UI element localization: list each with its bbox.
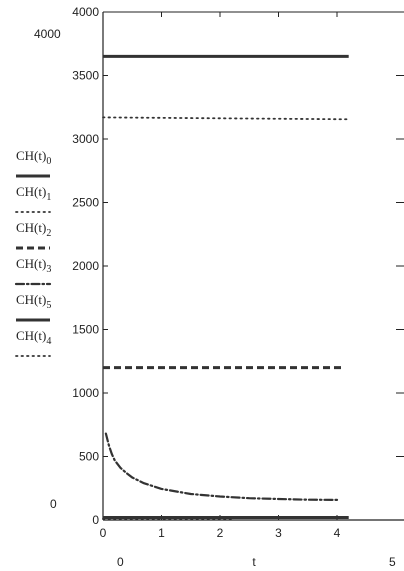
y-tick-label: 2500 [72, 196, 99, 210]
legend: CH(t)0 CH(t)1 CH(t)2 CH(t)3 CH(t)5 CH(t)4 [14, 148, 51, 357]
x-tick-label: 2 [217, 526, 224, 540]
y-tick-label: 1000 [72, 386, 99, 400]
y-tick-label: 4000 [72, 5, 99, 19]
x-tick-label: 1 [158, 526, 165, 540]
x-right-corner-label: 5 [389, 555, 396, 569]
series-layer [102, 54, 350, 520]
legend-label: CH(t)2 [16, 220, 51, 239]
axes: 0 500 1000 1500 2000 2500 3000 3500 4000 0 1 2 3 4 [72, 5, 404, 540]
legend-label: CH(t)5 [16, 292, 51, 311]
x-tick-label: 0 [100, 526, 107, 540]
legend-label: CH(t)4 [16, 328, 51, 347]
series-line-1 [102, 116, 350, 121]
legend-label: CH(t)0 [16, 148, 51, 167]
y-bottom-corner-label: 0 [50, 497, 57, 511]
y-top-corner-label: 4000 [34, 27, 61, 41]
x-axis-label: t [252, 555, 256, 569]
y-tick-label: 500 [79, 450, 99, 464]
x-tick-label: 4 [334, 526, 341, 540]
y-tick-label: 0 [92, 513, 99, 527]
x-left-corner-label: 0 [117, 555, 124, 569]
y-tick-label: 1500 [72, 323, 99, 337]
x-tick-label: 3 [275, 526, 282, 540]
y-tick-label: 3500 [72, 69, 99, 83]
y-tick-label: 3000 [72, 132, 99, 146]
legend-label: CH(t)1 [16, 184, 51, 203]
legend-label: CH(t)3 [16, 256, 51, 275]
y-tick-label: 2000 [72, 259, 99, 273]
series-line-3 [104, 432, 339, 501]
